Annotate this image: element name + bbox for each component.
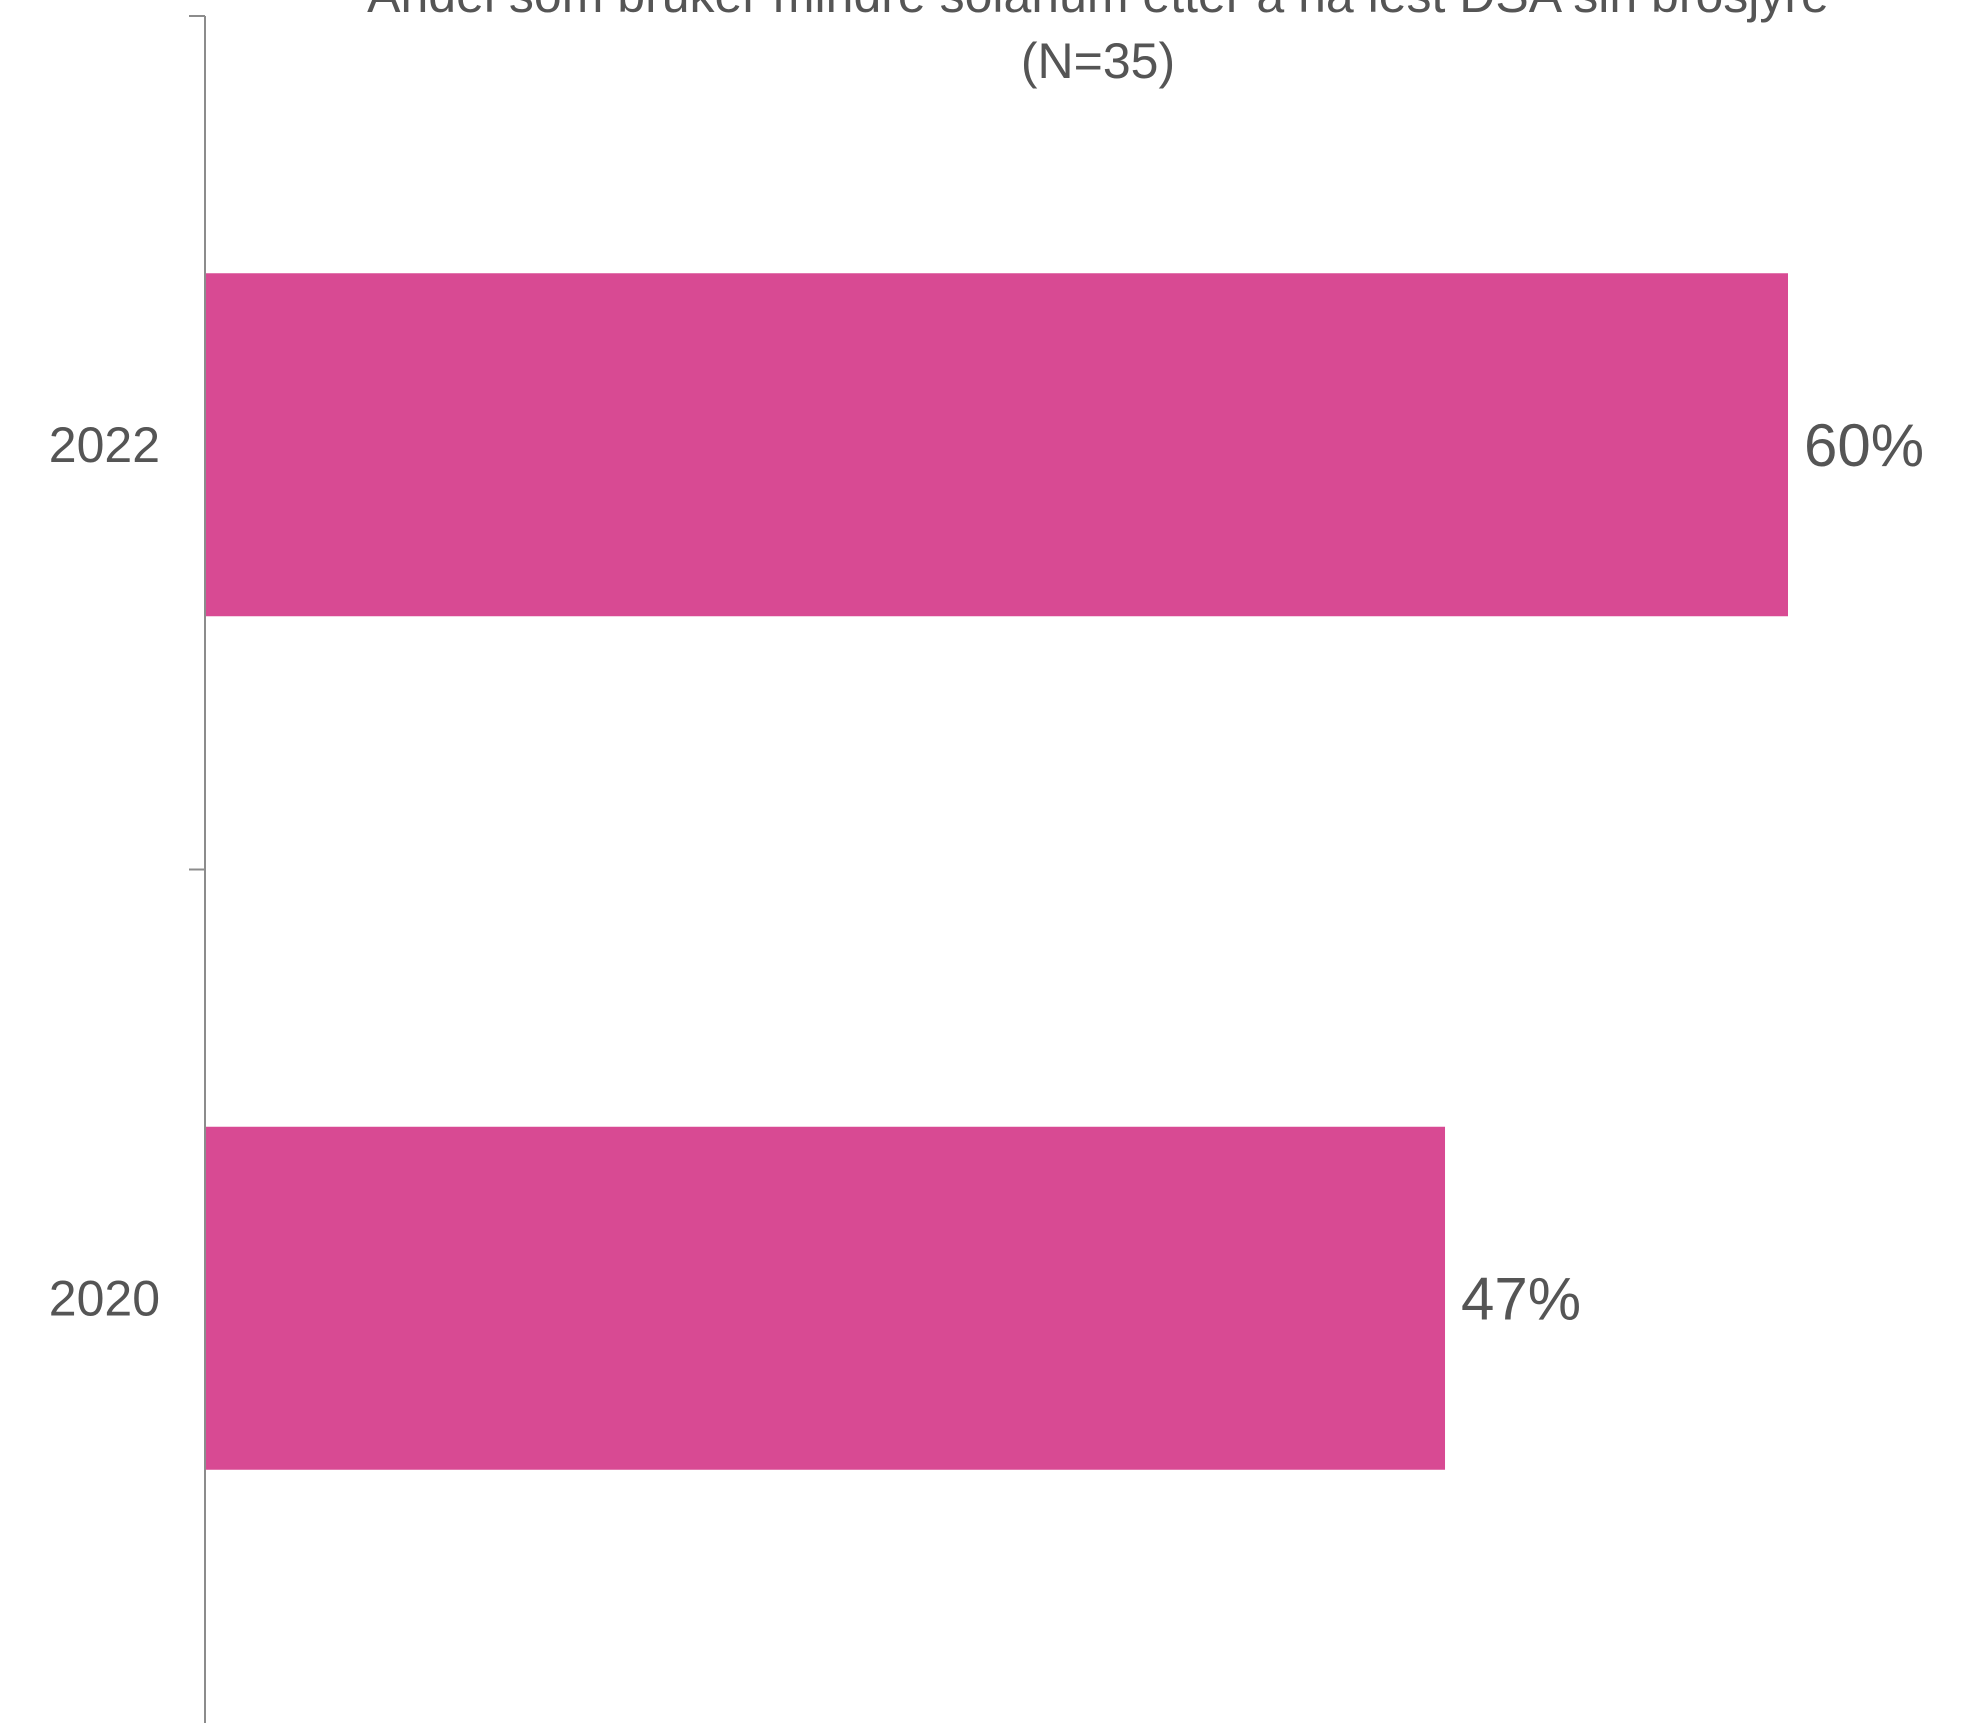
chart-title: Andel som bruker mindre solarium etter å… <box>367 0 1829 23</box>
data-label-2022: 60% <box>1804 412 1924 479</box>
y-tick-label-2022: 2022 <box>49 417 160 473</box>
y-tick-label-2020: 2020 <box>49 1270 160 1326</box>
bars-group: 2022 60% 2020 47% <box>49 273 1924 1470</box>
data-label-2020: 47% <box>1461 1265 1581 1332</box>
y-axis <box>189 15 206 1723</box>
bar-2022 <box>205 273 1788 617</box>
chart-subtitle: (N=35) <box>1021 33 1175 89</box>
bar-2020 <box>205 1126 1446 1470</box>
